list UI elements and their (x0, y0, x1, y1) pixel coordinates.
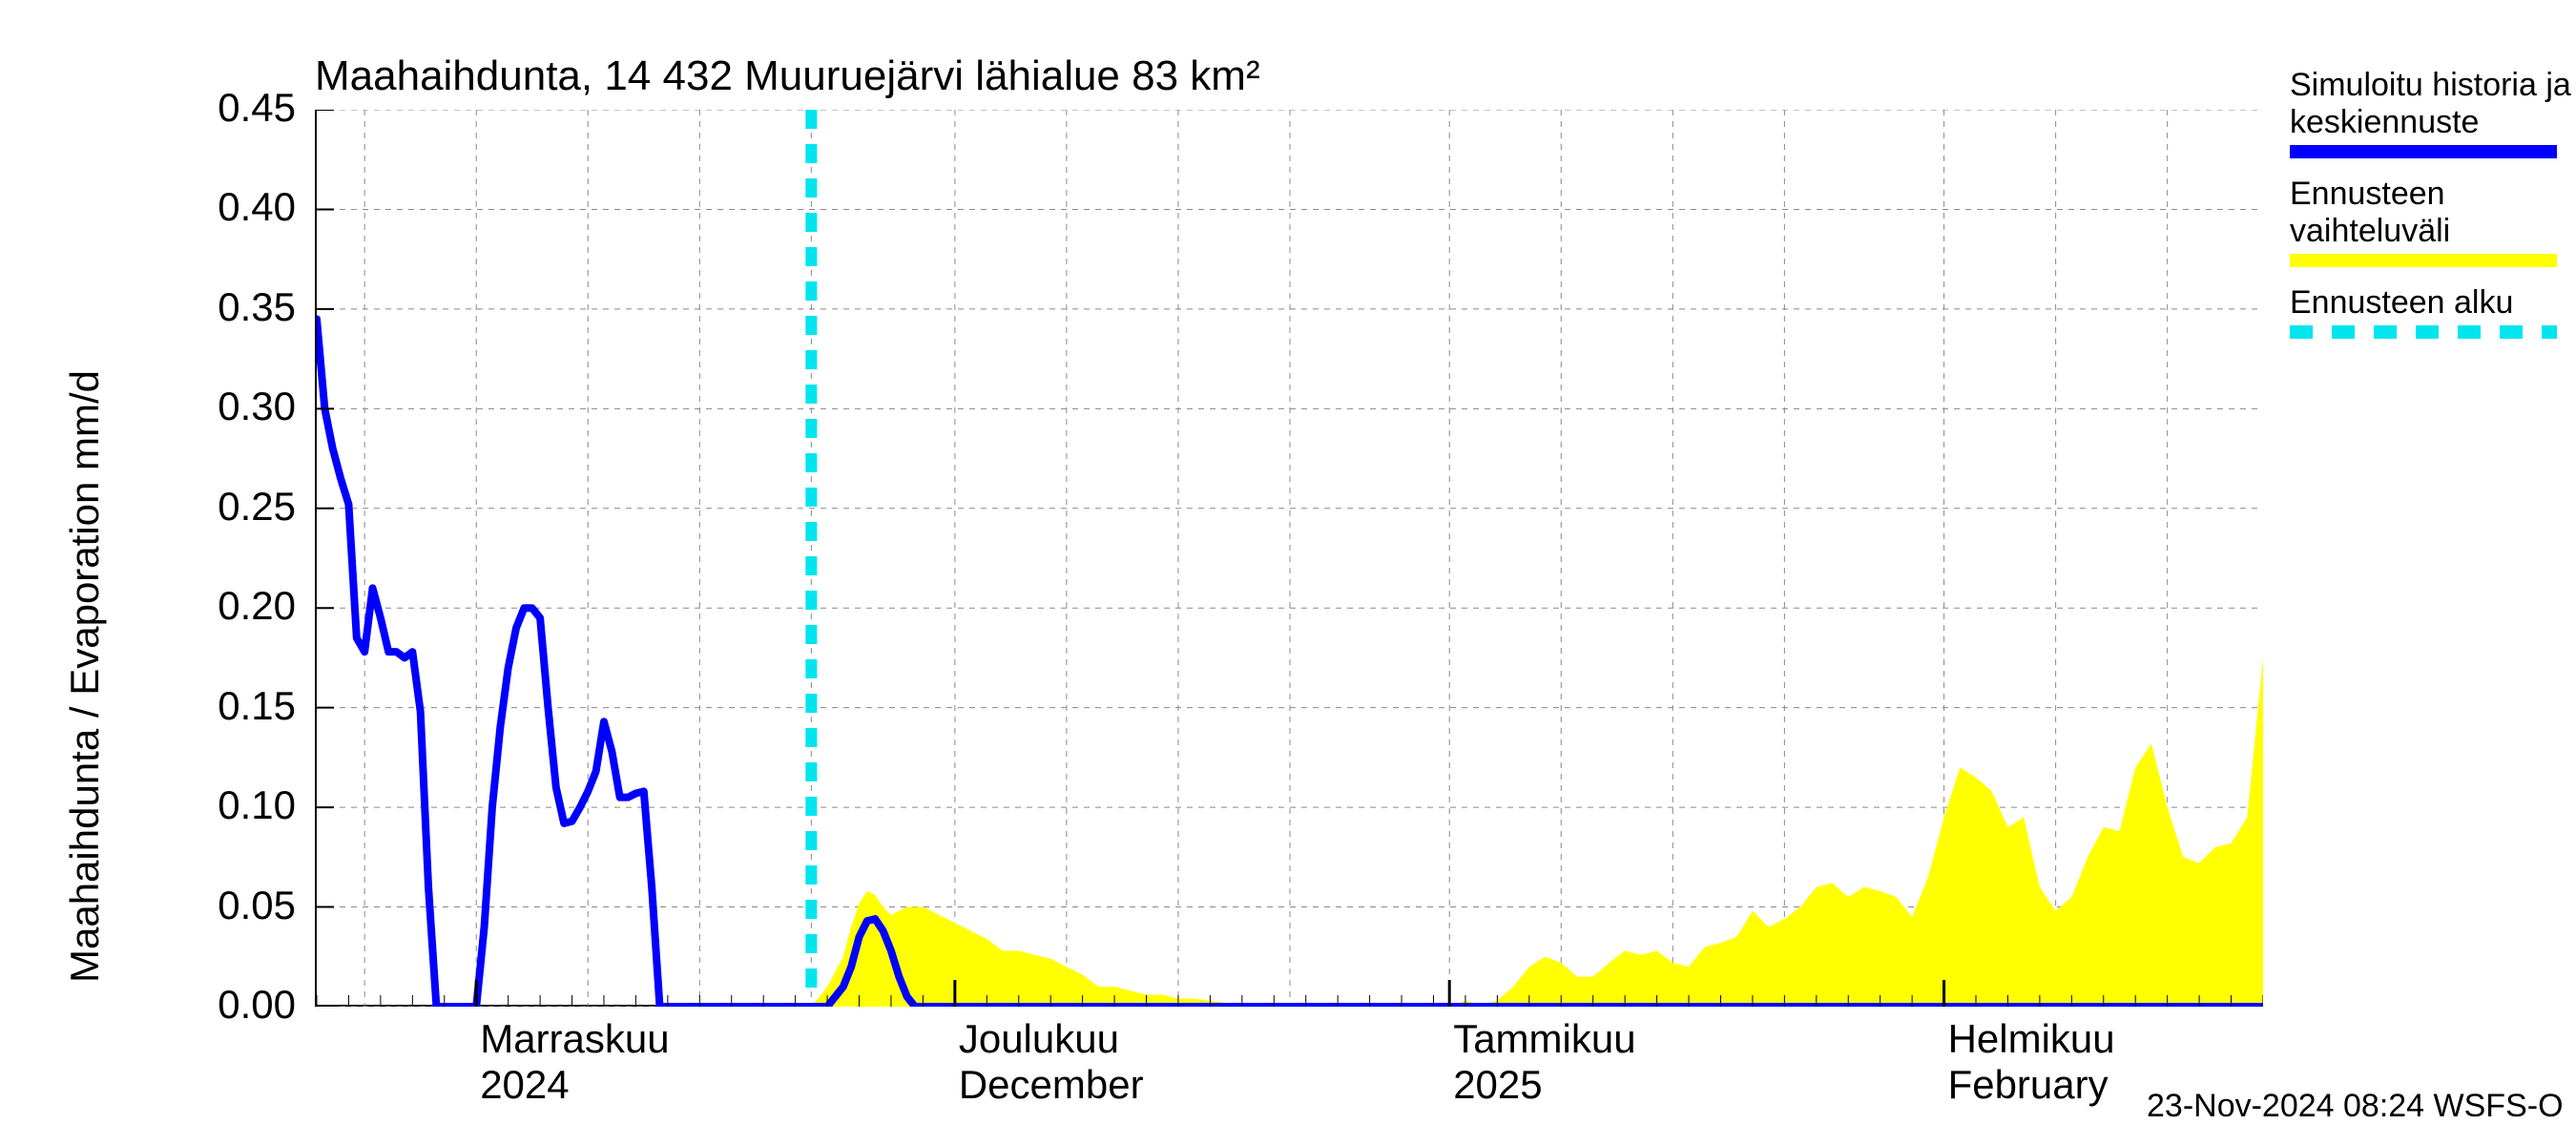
legend-label: Ennusteen alku (2290, 284, 2576, 322)
legend-item: Simuloitu historia jakeskiennuste (2290, 67, 2576, 158)
x-month-sublabel: December (959, 1062, 1144, 1108)
y-tick-label: 0.25 (191, 484, 296, 530)
y-tick-label: 0.40 (191, 184, 296, 230)
x-month-label: Helmikuu (1948, 1016, 2115, 1062)
legend-item: Ennusteen vaihteluväli (2290, 176, 2576, 267)
plot-area (315, 110, 2261, 1007)
x-month-label: Marraskuu (480, 1016, 669, 1062)
y-tick-label: 0.35 (191, 284, 296, 330)
chart-title: Maahaihdunta, 14 432 Muuruejärvi lähialu… (315, 52, 1260, 100)
footer-timestamp: 23-Nov-2024 08:24 WSFS-O (2147, 1088, 2564, 1125)
plot-svg (317, 110, 2263, 1007)
legend-swatch (2290, 254, 2557, 267)
y-tick-label: 0.15 (191, 683, 296, 729)
x-month-label: Joulukuu (959, 1016, 1119, 1062)
y-tick-label: 0.20 (191, 583, 296, 629)
y-tick-label: 0.30 (191, 384, 296, 429)
legend-swatch (2290, 325, 2557, 339)
legend-label: Simuloitu historia ja (2290, 67, 2576, 104)
legend: Simuloitu historia jakeskiennuste Ennuste… (2290, 67, 2576, 356)
legend-label: keskiennuste (2290, 104, 2576, 141)
y-tick-label: 0.00 (191, 982, 296, 1028)
y-axis-label: Maahaihdunta / Evaporation mm/d (62, 370, 108, 983)
chart-container: Maahaihdunta, 14 432 Muuruejärvi lähialu… (0, 0, 2576, 1145)
y-tick-label: 0.10 (191, 782, 296, 828)
x-month-label: Tammikuu (1453, 1016, 1635, 1062)
y-tick-label: 0.05 (191, 883, 296, 928)
x-month-sublabel: 2025 (1453, 1062, 1542, 1108)
x-month-sublabel: 2024 (480, 1062, 569, 1108)
x-month-sublabel: February (1948, 1062, 2109, 1108)
y-tick-label: 0.45 (191, 85, 296, 131)
legend-swatch (2290, 145, 2557, 158)
legend-label: Ennusteen vaihteluväli (2290, 176, 2576, 250)
legend-item: Ennusteen alku (2290, 284, 2576, 339)
